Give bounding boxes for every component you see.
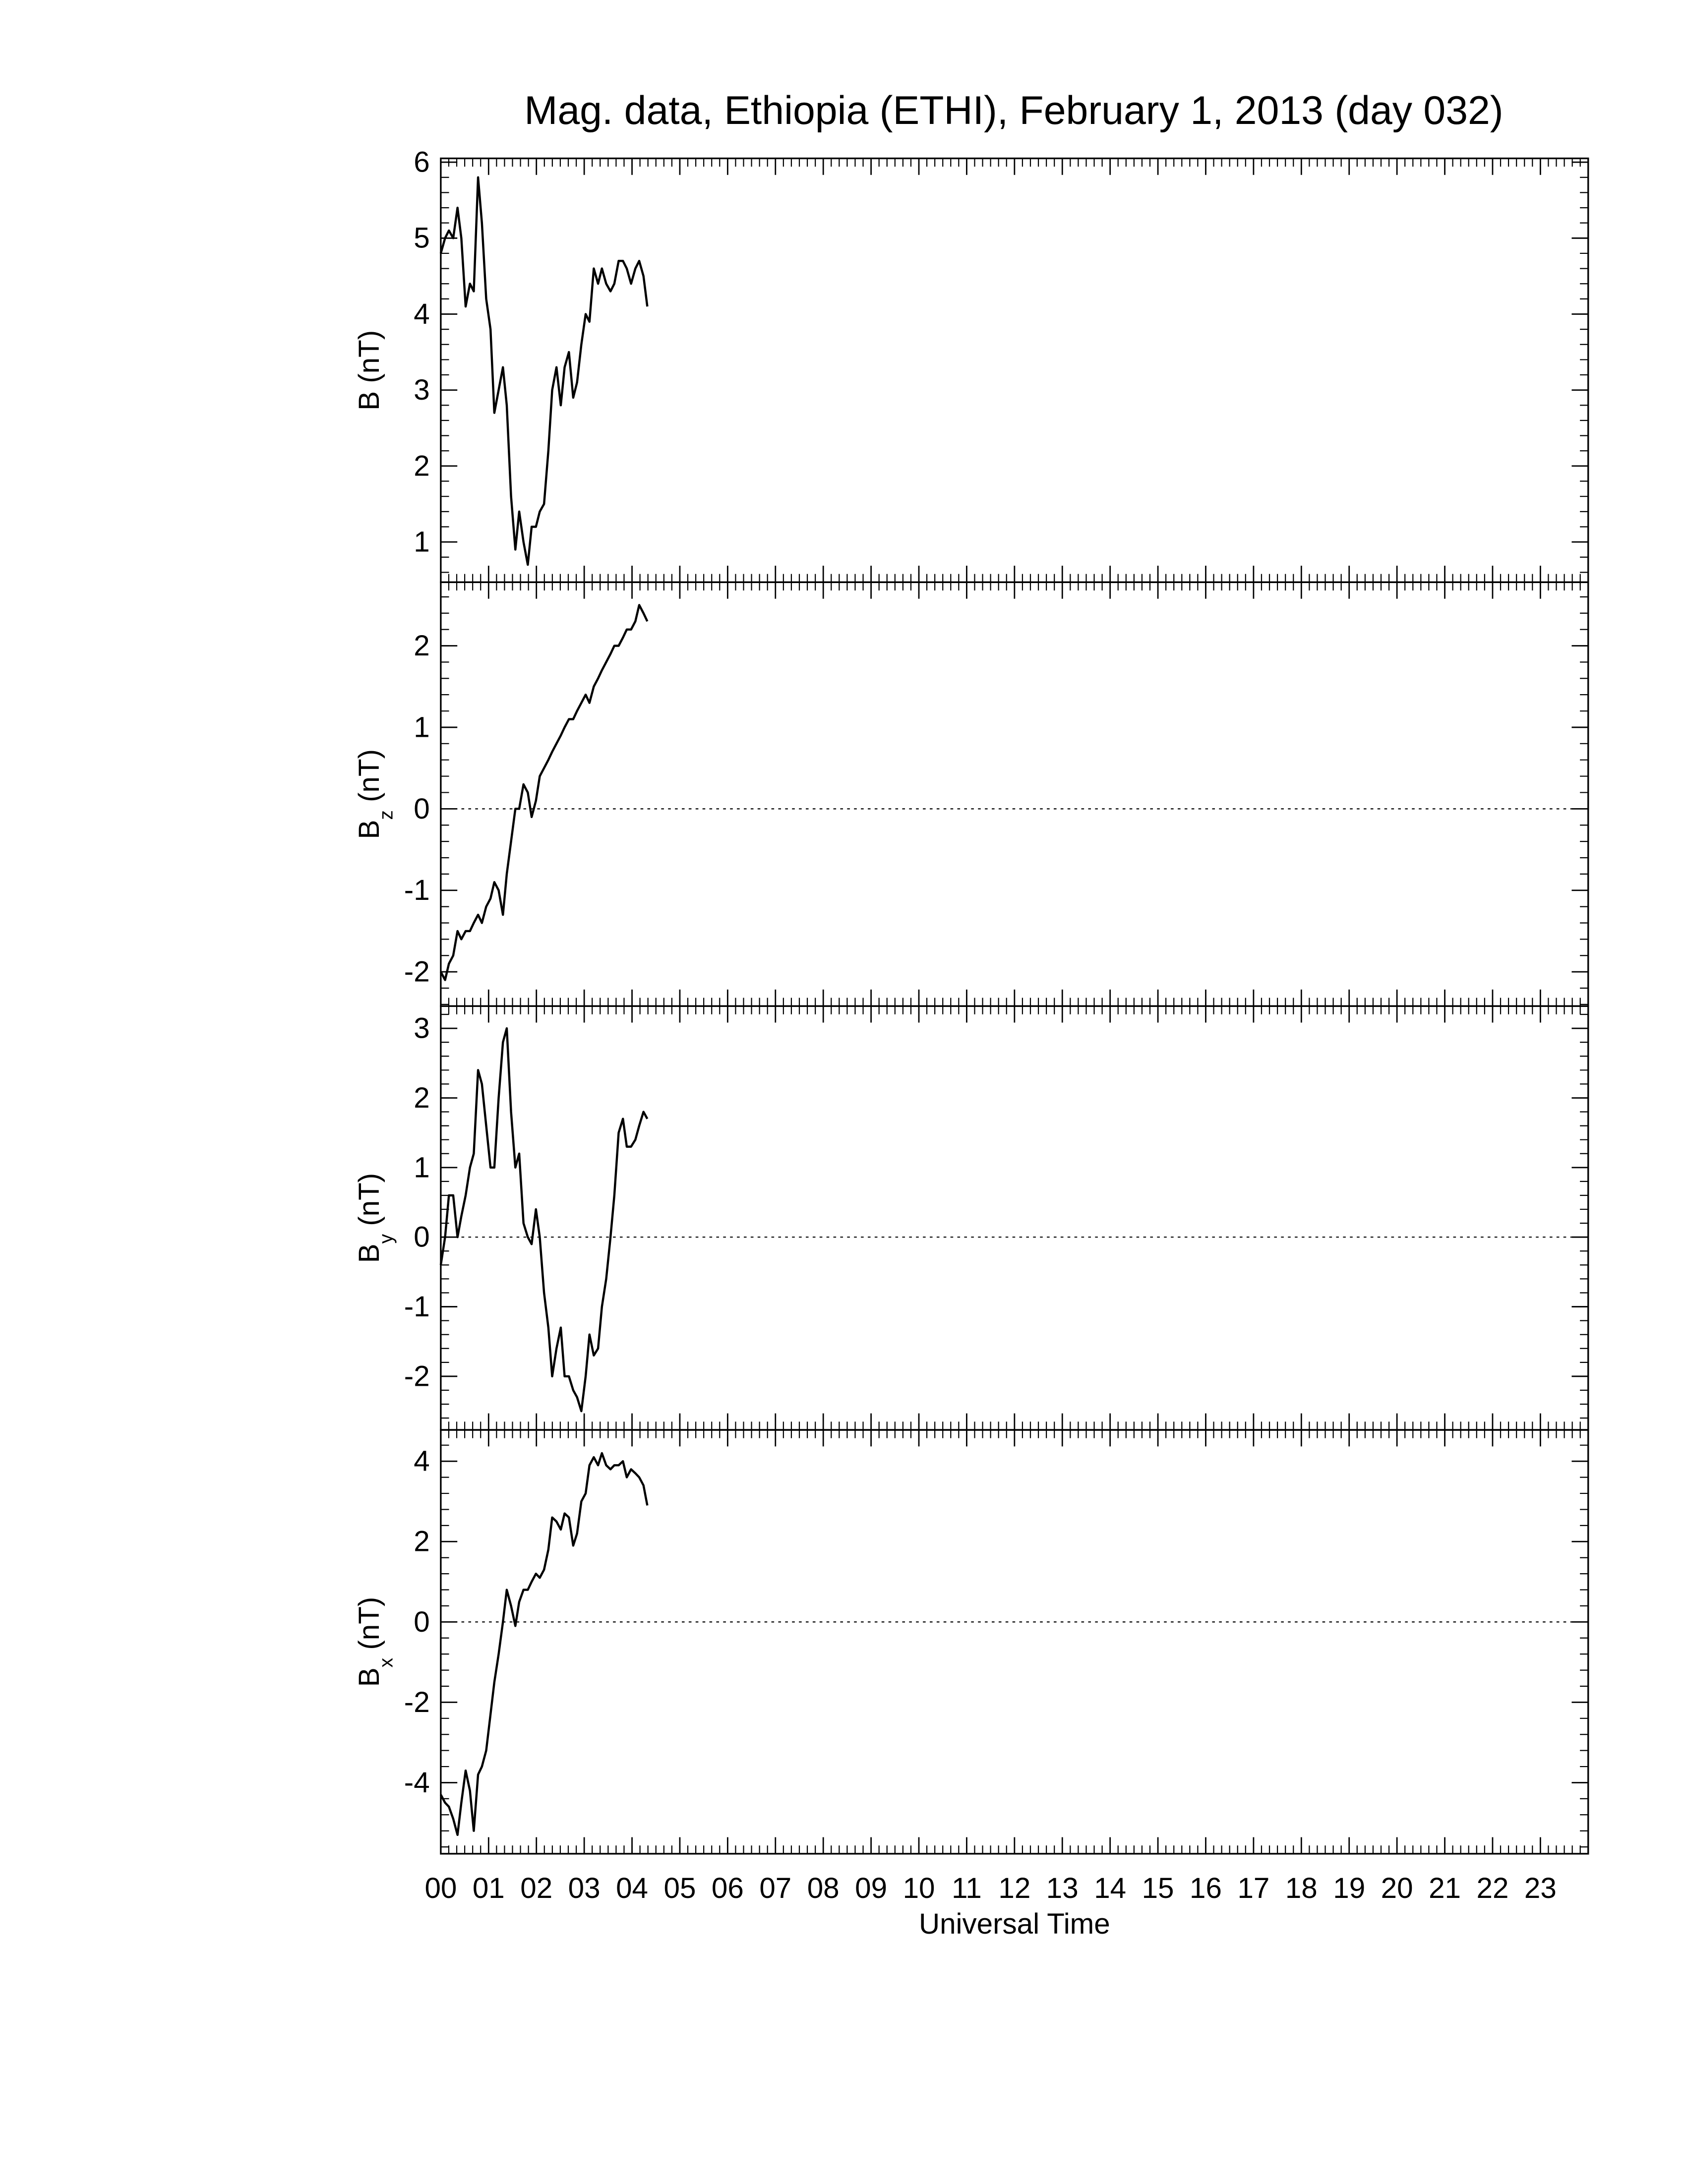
x-tick-label: 21 (1429, 1872, 1461, 1904)
plot-frame (440, 581, 1589, 1007)
y-axis-label-part: B (nT) (353, 330, 385, 411)
y-tick-label: 0 (414, 1221, 429, 1253)
x-tick-label: 20 (1381, 1872, 1413, 1904)
y-tick-label: -1 (404, 1291, 430, 1323)
y-axis-label-part: B (353, 1667, 385, 1687)
x-tick-label: 10 (903, 1872, 935, 1904)
y-tick-label: 1 (414, 711, 429, 743)
y-axis-label: By (nT) (353, 1173, 397, 1263)
y-tick-label: 2 (414, 1526, 429, 1558)
x-tick-label: 16 (1190, 1872, 1222, 1904)
x-tick-label: 12 (998, 1872, 1030, 1904)
x-tick-label: 04 (616, 1872, 648, 1904)
y-tick-label: 5 (414, 222, 429, 254)
y-axis-label-part: z (376, 810, 397, 820)
y-tick-label: 1 (414, 526, 429, 558)
y-tick-label: -1 (404, 874, 430, 906)
plot-frame (440, 1429, 1589, 1855)
x-tick-label: 05 (664, 1872, 696, 1904)
y-tick-label: 2 (414, 1082, 429, 1114)
x-tick-label: 02 (520, 1872, 552, 1904)
x-tick-label: 08 (807, 1872, 840, 1904)
y-tick-label: 3 (414, 1012, 429, 1045)
y-axis-label-part: (nT) (353, 1173, 385, 1234)
x-tick-label: 15 (1142, 1872, 1174, 1904)
y-axis-label: Bz (nT) (353, 749, 397, 839)
x-tick-label: 17 (1237, 1872, 1269, 1904)
y-tick-label: 6 (414, 146, 429, 178)
x-axis-label: Universal Time (919, 1908, 1110, 1940)
y-axis-label-part: (nT) (353, 749, 385, 810)
y-axis-label-part: (nT) (353, 1597, 385, 1658)
plot-frame (440, 157, 1589, 583)
y-tick-label: 4 (414, 298, 429, 330)
y-tick-label: 4 (414, 1445, 429, 1477)
y-tick-label: 1 (414, 1151, 429, 1183)
y-tick-label: -4 (404, 1767, 430, 1799)
y-axis-label-part: B (353, 1243, 385, 1263)
x-tick-label: 13 (1046, 1872, 1079, 1904)
y-tick-label: 2 (414, 450, 429, 482)
data-line (439, 176, 649, 566)
x-tick-label: 00 (424, 1872, 457, 1904)
data-line (439, 1027, 649, 1413)
y-axis-label-part: x (376, 1657, 397, 1667)
data-line (439, 604, 649, 981)
y-tick-label: -2 (404, 1360, 430, 1392)
y-tick-label: 0 (414, 1606, 429, 1638)
data-line (439, 1452, 649, 1836)
x-tick-label: 22 (1477, 1872, 1509, 1904)
x-tick-label: 09 (855, 1872, 887, 1904)
chart-title: Mag. data, Ethiopia (ETHI), February 1, … (524, 88, 1503, 133)
y-tick-label: -2 (404, 956, 430, 988)
x-tick-label: 23 (1524, 1872, 1557, 1904)
y-tick-label: -2 (404, 1686, 430, 1718)
y-axis-label: Bx (nT) (353, 1597, 397, 1687)
x-tick-label: 06 (712, 1872, 744, 1904)
y-tick-label: 2 (414, 630, 429, 662)
x-tick-label: 11 (952, 1872, 982, 1904)
y-axis-label: B (nT) (353, 330, 385, 411)
y-tick-label: 3 (414, 374, 429, 406)
y-axis-label-part: B (353, 820, 385, 839)
y-axis-label-part: y (376, 1234, 397, 1243)
x-tick-label: 01 (473, 1872, 505, 1904)
x-tick-label: 19 (1333, 1872, 1365, 1904)
x-tick-label: 03 (568, 1872, 601, 1904)
x-tick-label: 07 (759, 1872, 791, 1904)
x-tick-label: 14 (1094, 1872, 1126, 1904)
x-tick-label: 18 (1285, 1872, 1318, 1904)
y-tick-label: 0 (414, 793, 429, 825)
